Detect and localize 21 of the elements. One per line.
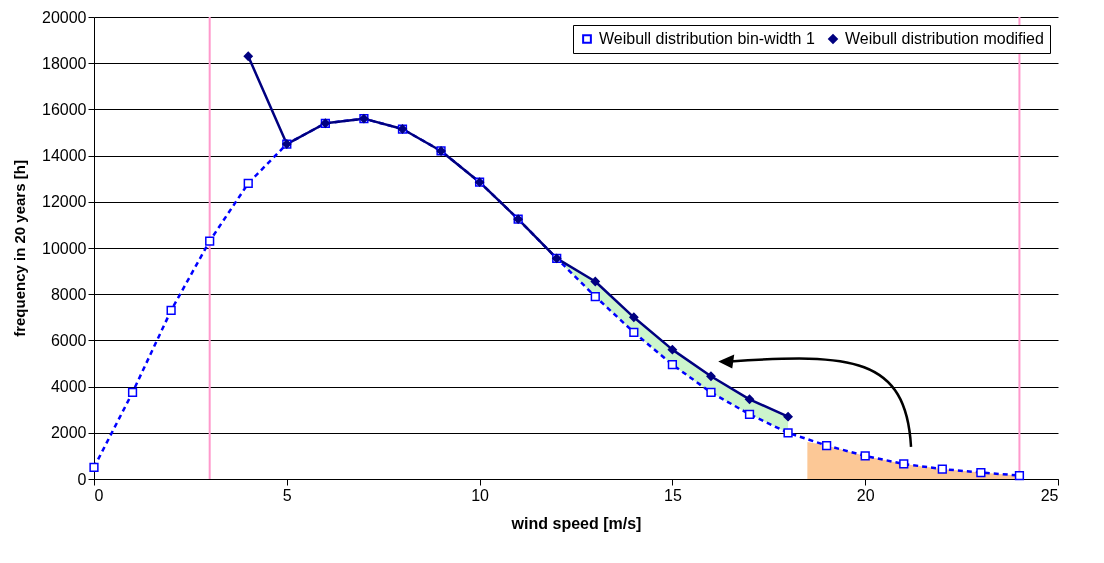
- x-tick-label: 15: [664, 486, 682, 504]
- y-tick-label: 20000: [42, 8, 87, 26]
- y-tick-label: 2000: [50, 424, 87, 442]
- x-axis-title: wind speed [m/s]: [510, 514, 642, 532]
- x-tick-label: 5: [282, 486, 292, 504]
- y-tick-label: 4000: [50, 378, 87, 396]
- y-tick-label: 14000: [42, 147, 87, 165]
- x-tick-label: 20: [856, 486, 875, 504]
- y-tick-label: 12000: [42, 193, 87, 211]
- y-tick-label: 8000: [50, 285, 87, 303]
- y-tick-label: 18000: [42, 54, 87, 72]
- legend-label: Weibull distribution modified: [845, 30, 1044, 47]
- y-tick-label: 16000: [42, 100, 87, 118]
- y-axis-title: frequency in 20 years [h]: [11, 160, 29, 337]
- x-tick-label: 0: [94, 486, 104, 504]
- legend-label: Weibull distribution bin-width 1: [599, 30, 815, 47]
- y-tick-label: 0: [77, 470, 87, 488]
- y-tick-label: 10000: [42, 239, 87, 257]
- x-tick-label: 25: [1040, 486, 1059, 504]
- x-tick-label: 10: [471, 486, 490, 504]
- y-tick-label: 6000: [50, 331, 87, 349]
